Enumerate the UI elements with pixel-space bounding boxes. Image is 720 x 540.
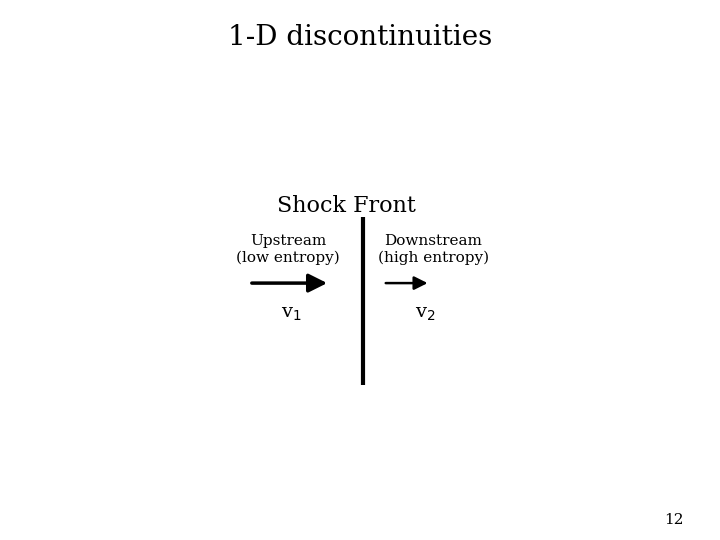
Text: v$_1$: v$_1$ [281,305,301,323]
Text: Downstream
(high entropy): Downstream (high entropy) [377,234,489,265]
Text: Shock Front: Shock Front [277,195,416,217]
Text: Upstream
(low entropy): Upstream (low entropy) [236,234,340,265]
Text: 12: 12 [665,512,684,526]
Text: v$_2$: v$_2$ [415,305,435,323]
Text: 1-D discontinuities: 1-D discontinuities [228,24,492,51]
